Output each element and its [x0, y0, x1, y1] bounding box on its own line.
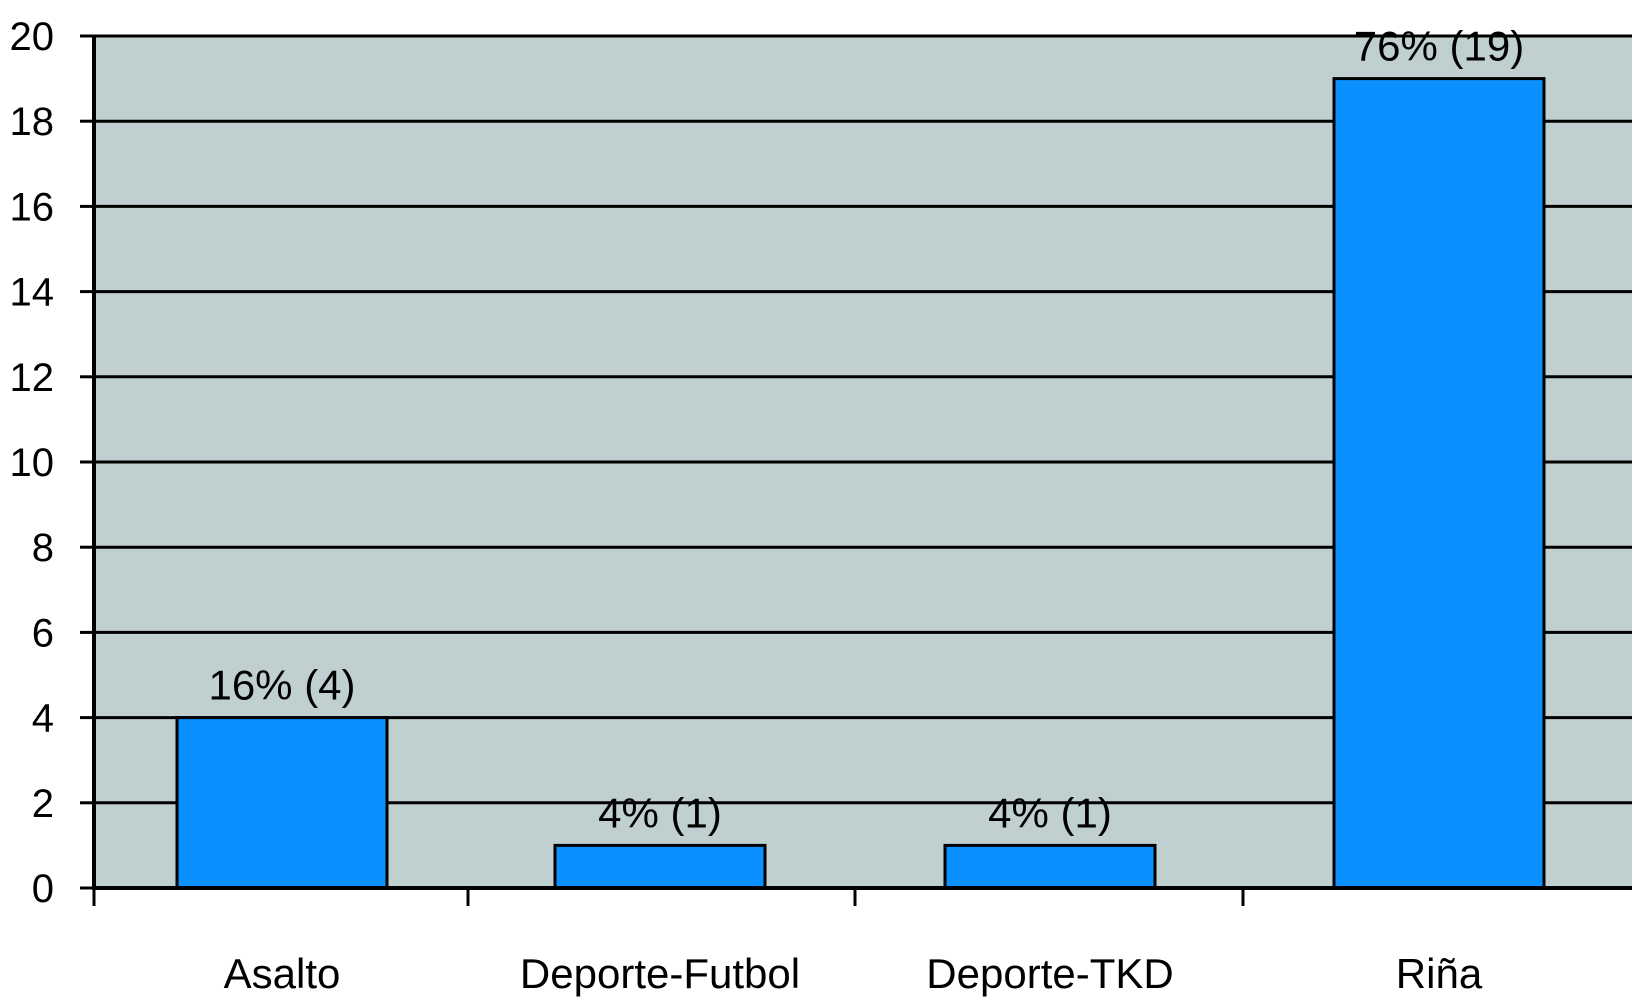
x-tick-label: Riña [1396, 950, 1483, 997]
axes [80, 34, 1632, 906]
data-label: 4% (1) [988, 789, 1112, 836]
y-tick-label: 8 [32, 526, 54, 570]
x-tick-label: Deporte-TKD [926, 950, 1173, 997]
x-tick-label: Asalto [224, 950, 341, 997]
y-tick-label: 4 [32, 697, 54, 741]
data-label: 4% (1) [598, 789, 722, 836]
y-tick-label: 16 [10, 185, 55, 229]
y-tick-label: 18 [10, 100, 55, 144]
y-tick-label: 20 [10, 15, 55, 59]
x-tick-label: Deporte-Futbol [520, 950, 800, 997]
bar [553, 843, 767, 890]
data-label: 16% (4) [208, 662, 355, 709]
bar [1332, 77, 1546, 890]
labels: 0 2 4 6 8 10 12 14 16 18 20 16% (4) Asalto 4% (1) Depo… [10, 15, 1525, 997]
y-tick-label: 6 [32, 611, 54, 655]
data-label: 76% (19) [1354, 23, 1524, 70]
bars [175, 77, 1546, 890]
y-tick-label: 14 [10, 271, 55, 315]
y-tick-label: 10 [10, 441, 55, 485]
y-tick-label: 0 [32, 867, 54, 911]
y-tick-label: 12 [10, 356, 55, 400]
bar [175, 716, 389, 890]
y-tick-label: 2 [32, 782, 54, 826]
bar [943, 843, 1157, 890]
